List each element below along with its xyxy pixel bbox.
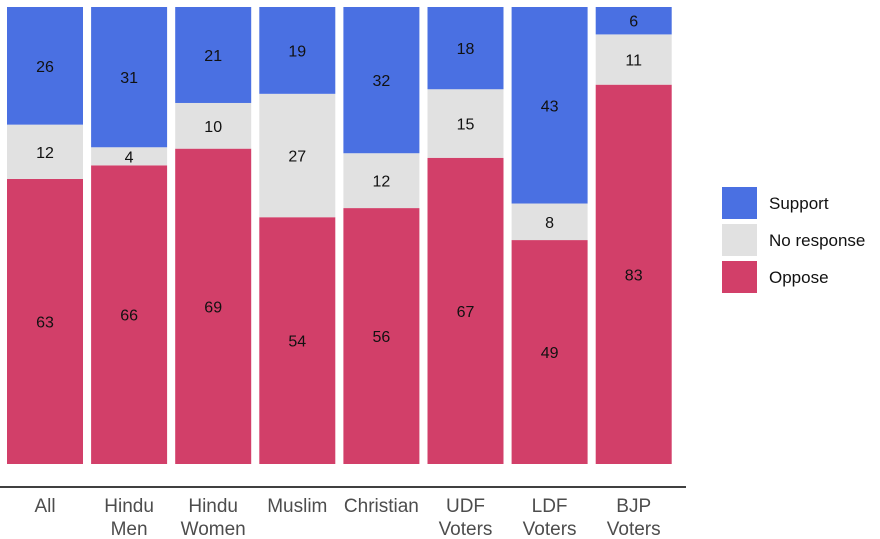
bar-hindu-men-support <box>91 7 168 148</box>
legend-label-no-response: No response <box>769 231 865 250</box>
bar-hindu-women-oppose <box>175 148 252 465</box>
legend: Support No response Oppose <box>722 187 865 293</box>
value-label-muslim-oppose: 54 <box>288 334 306 351</box>
value-label-muslim-support: 19 <box>288 43 306 60</box>
bar-muslim-oppose <box>259 217 336 464</box>
bar-muslim-no-response <box>259 93 336 218</box>
category-label-bjp-voters: BJP Voters <box>607 496 661 539</box>
bar-all-support <box>7 7 83 125</box>
bar-muslim-support <box>259 7 336 94</box>
value-label-bjp-voters-oppose: 83 <box>625 267 643 284</box>
bars-group <box>7 7 672 465</box>
legend-swatch-support <box>722 187 757 219</box>
bar-hindu-women-support <box>175 7 252 103</box>
value-label-udf-voters-no-response: 15 <box>457 117 475 134</box>
value-label-hindu-women-oppose: 69 <box>204 299 222 316</box>
value-label-bjp-voters-support: 6 <box>629 14 638 31</box>
value-label-udf-voters-oppose: 67 <box>457 304 475 321</box>
bar-ldf-voters-support <box>511 7 588 204</box>
value-label-all-support: 26 <box>36 59 54 76</box>
bar-hindu-women-no-response <box>175 102 252 149</box>
category-label-hindu-men: Hindu Men <box>104 496 154 539</box>
bar-udf-voters-no-response <box>427 89 504 158</box>
category-label-hindu-women: Hindu Women <box>181 496 246 539</box>
value-label-hindu-men-oppose: 66 <box>120 308 138 325</box>
value-label-all-oppose: 63 <box>36 314 54 331</box>
bar-udf-voters-support <box>427 7 504 90</box>
bar-ldf-voters-no-response <box>511 203 588 241</box>
category-label-udf-voters: UDF Voters <box>439 496 493 539</box>
value-label-christian-oppose: 56 <box>373 329 391 346</box>
category-label-all: All <box>34 496 55 517</box>
legend-swatch-oppose <box>722 261 757 293</box>
value-label-all-no-response: 12 <box>36 145 54 162</box>
value-label-muslim-no-response: 27 <box>288 149 306 166</box>
bar-hindu-men-oppose <box>91 165 168 464</box>
legend-label-support: Support <box>769 194 829 213</box>
category-label-muslim: Muslim <box>267 496 327 517</box>
bar-ldf-voters-oppose <box>511 240 588 464</box>
bar-christian-support <box>343 7 420 154</box>
value-label-ldf-voters-support: 43 <box>541 98 559 115</box>
value-label-hindu-women-support: 21 <box>204 48 222 65</box>
bar-all-no-response <box>7 124 83 179</box>
value-label-christian-no-response: 12 <box>373 174 391 191</box>
value-label-hindu-men-support: 31 <box>120 70 138 87</box>
value-label-christian-support: 32 <box>373 73 391 90</box>
bar-bjp-voters-oppose <box>595 84 672 464</box>
bar-christian-no-response <box>343 153 420 209</box>
bar-hindu-men-no-response <box>91 147 168 166</box>
value-label-bjp-voters-no-response: 11 <box>625 53 642 70</box>
segment-labels-group: 63 12 26 66 4 31 69 10 21 54 27 19 56 12 32 67 15 18 49 8 43… <box>36 14 643 362</box>
legend-label-oppose: Oppose <box>769 268 829 287</box>
bar-bjp-voters-no-response <box>595 34 672 85</box>
value-label-hindu-women-no-response: 10 <box>204 119 222 136</box>
bar-bjp-voters-support <box>595 7 672 35</box>
category-labels-group: All Hindu Men Hindu Women Muslim Christian UDF V… <box>34 496 660 539</box>
category-label-ldf-voters: LDF Voters <box>523 496 577 539</box>
value-label-ldf-voters-no-response: 8 <box>545 215 554 232</box>
value-label-udf-voters-support: 18 <box>457 41 475 58</box>
legend-swatch-no-response <box>722 224 757 256</box>
bar-all-oppose <box>7 178 83 464</box>
value-label-hindu-men-no-response: 4 <box>125 149 134 166</box>
value-label-ldf-voters-oppose: 49 <box>541 345 559 362</box>
bar-christian-oppose <box>343 208 420 464</box>
category-label-christian: Christian <box>344 496 419 517</box>
bar-udf-voters-oppose <box>427 157 504 464</box>
